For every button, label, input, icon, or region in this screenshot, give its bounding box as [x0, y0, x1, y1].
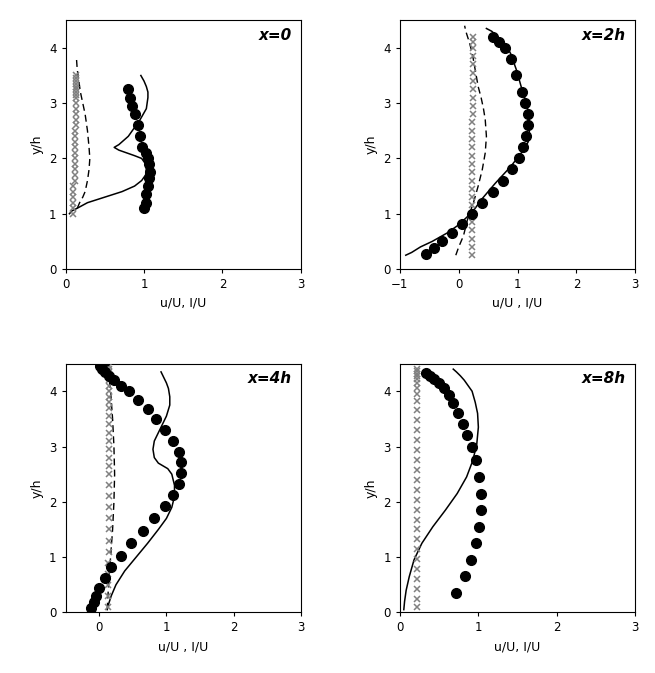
Text: x=4h: x=4h	[248, 371, 291, 386]
X-axis label: u/U , I/U: u/U , I/U	[493, 297, 543, 310]
X-axis label: u/U, I/U: u/U, I/U	[160, 297, 206, 310]
Y-axis label: y/h: y/h	[30, 135, 43, 154]
Y-axis label: y/h: y/h	[365, 479, 378, 498]
X-axis label: u/U, I/U: u/U, I/U	[495, 640, 541, 653]
Text: x=8h: x=8h	[582, 371, 626, 386]
Y-axis label: y/h: y/h	[30, 479, 43, 498]
X-axis label: u/U , I/U: u/U , I/U	[158, 640, 208, 653]
Y-axis label: y/h: y/h	[365, 135, 378, 154]
Text: x=2h: x=2h	[582, 28, 626, 42]
Text: x=0: x=0	[258, 28, 291, 42]
